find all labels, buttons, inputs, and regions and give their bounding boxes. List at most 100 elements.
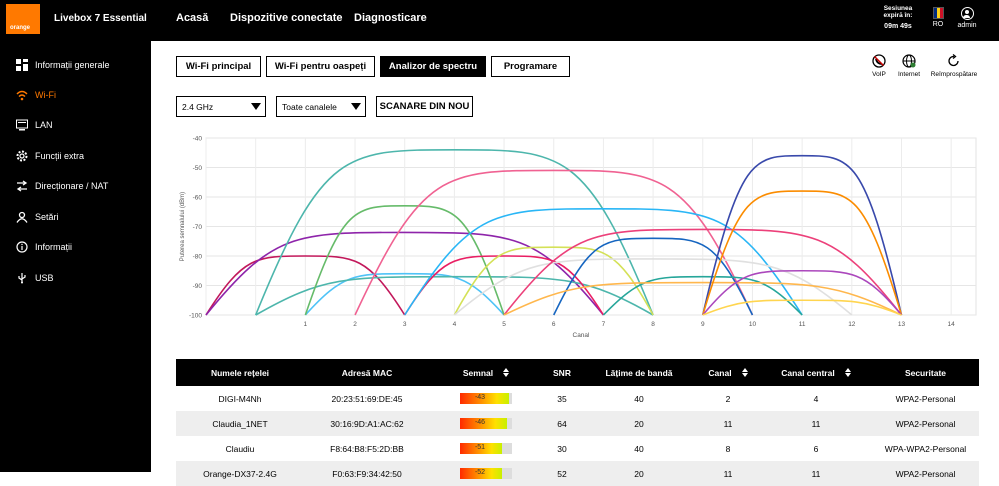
signal-bar-fill (460, 393, 510, 404)
spectrum-curve-18 (702, 269, 903, 316)
x-tick-label: 5 (502, 321, 506, 328)
table-header: Numele rețelei Adresă MAC Semnal SNR Lăț… (176, 359, 979, 386)
user-menu[interactable]: admin (955, 7, 979, 29)
bandwidth-cell: 40 (634, 393, 644, 404)
signal-value: -51 (474, 444, 486, 451)
security-cell: WPA2-Personal (895, 393, 956, 404)
col-signal[interactable]: Semnal (430, 359, 542, 386)
signal-bar: -51 (460, 443, 512, 454)
table-body: DIGI-M4Nh 20:23:51:69:DE:45 -43 35 40 2 4 WPA2-… (176, 386, 979, 486)
snr-cell: 64 (557, 418, 567, 429)
bandwidth-cell: 40 (634, 443, 644, 454)
central-channel-cell: 11 (811, 468, 821, 479)
sort-icon[interactable] (503, 368, 510, 377)
sidebar-item-label: Informații generale (35, 60, 110, 70)
channel-cell: 2 (725, 393, 731, 404)
voip-label: VoIP (872, 71, 886, 78)
spectrum-curve-15 (503, 281, 902, 316)
language-selector[interactable]: RO (928, 7, 948, 28)
band-select-value: 2.4 GHz (182, 101, 214, 112)
snr-cell: 30 (557, 443, 567, 454)
wifi-icon (16, 89, 28, 101)
security-cell: WPA-WPA2-Personal (884, 443, 967, 454)
sort-icon[interactable] (741, 368, 748, 377)
sidebar-item-lan[interactable]: LAN (16, 117, 53, 133)
signal-bar: -46 (460, 418, 512, 429)
col-network-name[interactable]: Numele rețelei (210, 367, 270, 378)
rescan-button[interactable]: SCANARE DIN NOU (376, 96, 473, 117)
signal-cell: -43 (430, 386, 542, 411)
logo-text: orange (10, 25, 31, 31)
spectrum-curve-11 (453, 258, 853, 316)
mac-address-cell: F0:63:F9:34:42:50 (332, 468, 402, 479)
signal-cell: -46 (430, 411, 542, 436)
central-channel-cell: 4 (813, 393, 819, 404)
band-select[interactable]: 2.4 GHz (176, 96, 266, 117)
y-tick-label: -70 (193, 224, 203, 231)
col-mac-address[interactable]: Adresă MAC (341, 367, 393, 378)
table-row[interactable]: DIGI-M4Nh 20:23:51:69:DE:45 -43 35 40 2 4 WPA2-… (176, 386, 979, 411)
col-snr[interactable]: SNR (553, 367, 571, 378)
session-timer: Sesiunea expiră în: 09m 49s (876, 5, 920, 30)
chart-grid (205, 137, 977, 316)
col-channel[interactable]: Canal (696, 359, 760, 386)
chart-curves (205, 148, 903, 316)
internet-button[interactable]: Internet (896, 54, 922, 78)
sidebar-item-usb[interactable]: USB (16, 270, 54, 286)
nav-connected-devices[interactable]: Dispozitive conectate (230, 12, 343, 24)
tab-guest-wifi[interactable]: Wi-Fi pentru oaspeți (266, 56, 375, 77)
tab-main-wifi[interactable]: Wi-Fi principal (176, 56, 261, 77)
tab-schedule[interactable]: Programare (491, 56, 570, 77)
signal-bar-fill (460, 418, 507, 429)
y-tick-label: -90 (193, 283, 203, 290)
tab-spectrum-analyzer[interactable]: Analizor de spectru (380, 56, 486, 77)
sidebar-item-general-info[interactable]: Informații generale (16, 57, 110, 73)
security-cell: WPA2-Personal (895, 418, 956, 429)
x-tick-label: 8 (651, 321, 655, 328)
spectrum-curve-17 (702, 190, 903, 316)
table-row[interactable]: Claudiu F8:64:B8:F5:2D:BB -51 30 40 8 6 WPA-WPA… (176, 436, 979, 461)
security-cell: WPA2-Personal (895, 468, 956, 479)
x-tick-label: 7 (602, 321, 606, 328)
globe-icon (902, 54, 916, 68)
settings-user-icon (16, 211, 28, 223)
signal-value: -52 (474, 469, 486, 476)
table-row[interactable]: Claudia_1NET 30:16:9D:A1:AC:62 -46 64 20 11 11… (176, 411, 979, 436)
sidebar-item-settings[interactable]: Setări (16, 209, 59, 225)
channel-select[interactable]: Toate canalele (276, 96, 366, 117)
central-channel-cell: 6 (813, 443, 819, 454)
nav-diagnostics[interactable]: Diagnosticare (354, 12, 427, 24)
sidebar-item-wifi[interactable]: Wi-Fi (16, 87, 56, 103)
col-central-channel[interactable]: Canal central (760, 359, 872, 386)
sidebar-item-label: LAN (35, 120, 53, 130)
x-tick-label: 6 (552, 321, 556, 328)
col-bandwidth[interactable]: Lățime de bandă (605, 367, 673, 378)
mac-address-cell: 30:16:9D:A1:AC:62 (330, 418, 404, 429)
sort-icon[interactable] (844, 368, 851, 377)
x-tick-label: 9 (701, 321, 705, 328)
channel-cell: 8 (725, 443, 731, 454)
network-name-cell: Claudia_1NET (212, 418, 268, 429)
spectrum-curve-13 (503, 228, 903, 316)
flag-icon (932, 7, 944, 19)
x-tick-label: 14 (948, 321, 956, 328)
signal-bar-fill (460, 443, 503, 454)
orange-logo[interactable]: orange (6, 4, 40, 34)
sidebar-item-extra-functions[interactable]: Funcții extra (16, 148, 84, 164)
sidebar-item-info[interactable]: Informații (16, 239, 72, 255)
x-tick-label: 4 (453, 321, 457, 328)
voip-button[interactable]: VoIP (866, 54, 892, 78)
x-tick-label: 3 (403, 321, 407, 328)
info-icon (16, 241, 28, 253)
nav-home[interactable]: Acasă (176, 12, 209, 24)
brand-name: Livebox 7 Essential (54, 13, 147, 24)
mac-address-cell: F8:64:B8:F5:2D:BB (330, 443, 404, 454)
col-security[interactable]: Securitate (904, 367, 947, 378)
spectrum-curve-14 (602, 275, 803, 316)
sidebar-item-routing-nat[interactable]: Direcționare / NAT (16, 178, 108, 194)
refresh-button[interactable]: Reîmprospătare (930, 53, 978, 78)
signal-bar: -52 (460, 468, 512, 479)
sidebar-item-label: Direcționare / NAT (35, 181, 109, 191)
table-row[interactable]: Orange-DX37-2.4G F0:63:F9:34:42:50 -52 52 20… (176, 461, 979, 486)
network-name-cell: Orange-DX37-2.4G (203, 468, 277, 479)
